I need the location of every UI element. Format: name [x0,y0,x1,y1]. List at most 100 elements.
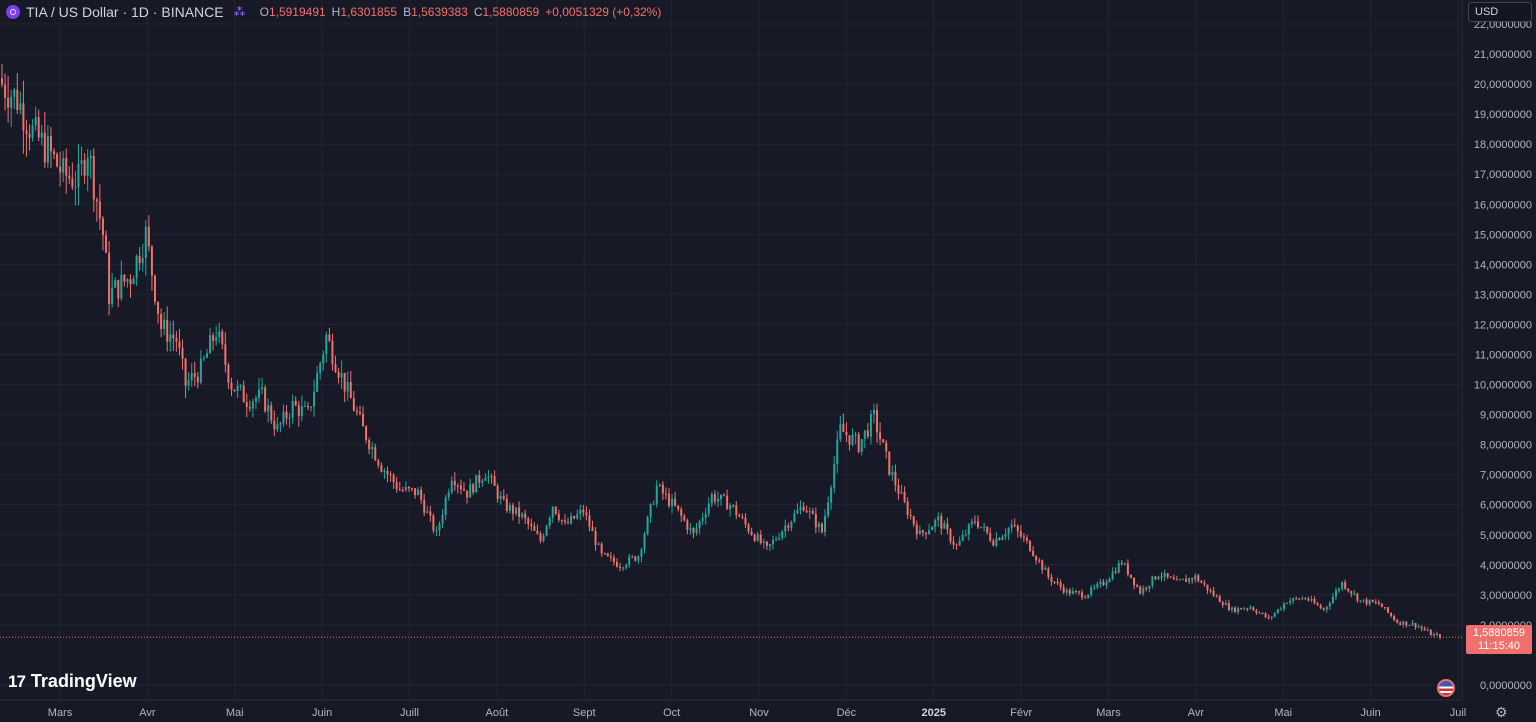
candle-body [799,506,802,510]
candle-body [420,489,423,500]
candle-body [352,398,355,411]
candle-body [92,155,95,200]
price-tick-label: 11,0000000 [1475,350,1532,362]
candle-body [609,556,612,558]
candle-body [606,553,609,557]
candle-body [1380,603,1383,608]
candle-body [270,405,273,421]
candle-body [619,566,622,568]
candle-body [193,373,196,377]
candle-body [1341,582,1344,589]
candle-body [924,532,927,535]
candle-body [1313,598,1316,604]
time-tick-label: Mai [1274,707,1292,719]
price-tick-label: 0,0000000 [1480,680,1532,692]
candle-body [505,498,508,511]
candle-body [1307,598,1310,601]
candle-body [444,497,447,515]
candle-body [101,218,104,236]
candle-body [827,502,830,516]
time-axis: Mars Avr Mai Juin Juill Août Sept Oct Nov Déc 2025… [48,707,1466,719]
candle-body [790,521,793,528]
time-tick-label: Juill [400,707,419,719]
candle-body [1022,536,1025,538]
candle-body [701,517,704,521]
candle-body [43,132,46,163]
candle-body [129,279,132,285]
candle-body [242,385,245,403]
candle-body [839,424,842,440]
candle-body [625,565,628,568]
candle-body [1203,582,1206,585]
candle-body [355,410,358,413]
candle-body [680,509,683,516]
candle-body [866,430,869,437]
candle-body [1310,598,1313,601]
gear-icon[interactable]: ⚙ [1495,704,1508,720]
candle-body [1123,563,1126,565]
candle-body [686,520,689,530]
candle-body [1160,576,1163,578]
candle-body [940,516,943,529]
candle-body [744,517,747,525]
candle-body [49,135,52,152]
candle-body [707,503,710,514]
tradingview-logo[interactable]: 17 TradingView [8,671,137,692]
share-icon[interactable]: ⁂ [233,5,246,19]
candle-body [126,279,129,282]
flag-icon[interactable] [1437,679,1455,697]
open-value: 1,5919491 [268,5,326,19]
price-tick-label: 18,0000000 [1474,139,1532,151]
candle-body [1136,585,1139,587]
candle-body [1074,591,1077,593]
candle-body [655,485,658,504]
candle-body [1139,586,1142,594]
candle-body [1261,612,1264,614]
candle-body [508,505,511,511]
candle-body [248,407,251,409]
candle-body [7,97,10,108]
symbol-title[interactable]: TIA / US Dollar · 1D · BINANCE [26,4,224,20]
candle-body [554,506,557,514]
candle-body [89,155,92,158]
candle-body [368,440,371,450]
candle-body [612,557,615,563]
candle-body [995,538,998,546]
candle-body [851,434,854,445]
candle-body [677,505,680,510]
candle-body [153,275,156,302]
candle-body [750,531,753,535]
candle-body [634,556,637,561]
candle-body [1292,598,1295,601]
currency-selector[interactable]: USD [1468,2,1532,22]
candle-body [524,513,527,519]
candle-body [545,525,548,536]
candle-body [1365,599,1368,605]
candle-body [135,255,138,279]
candle-body [1200,581,1203,583]
candle-body [466,490,469,498]
candle-body [732,505,735,507]
time-tick-label: Juil [1450,707,1467,719]
candle-body [328,334,331,341]
candle-body [518,507,521,517]
candle-body [1325,606,1328,610]
candle-body [906,501,909,516]
candle-body [273,420,276,430]
candle-body [447,492,450,498]
candle-body [772,539,775,545]
candle-body [499,495,502,499]
candle-body [40,132,43,138]
candle-body [1108,578,1111,583]
candle-body [1249,607,1252,609]
candle-body [1013,524,1016,526]
candle-body [1435,634,1438,636]
candle-body [600,543,603,554]
candle-body [163,319,166,329]
candle-body [83,160,86,176]
candle-body [233,389,236,392]
candle-body [138,255,141,264]
candle-body [989,532,992,541]
candle-body [1096,583,1099,588]
